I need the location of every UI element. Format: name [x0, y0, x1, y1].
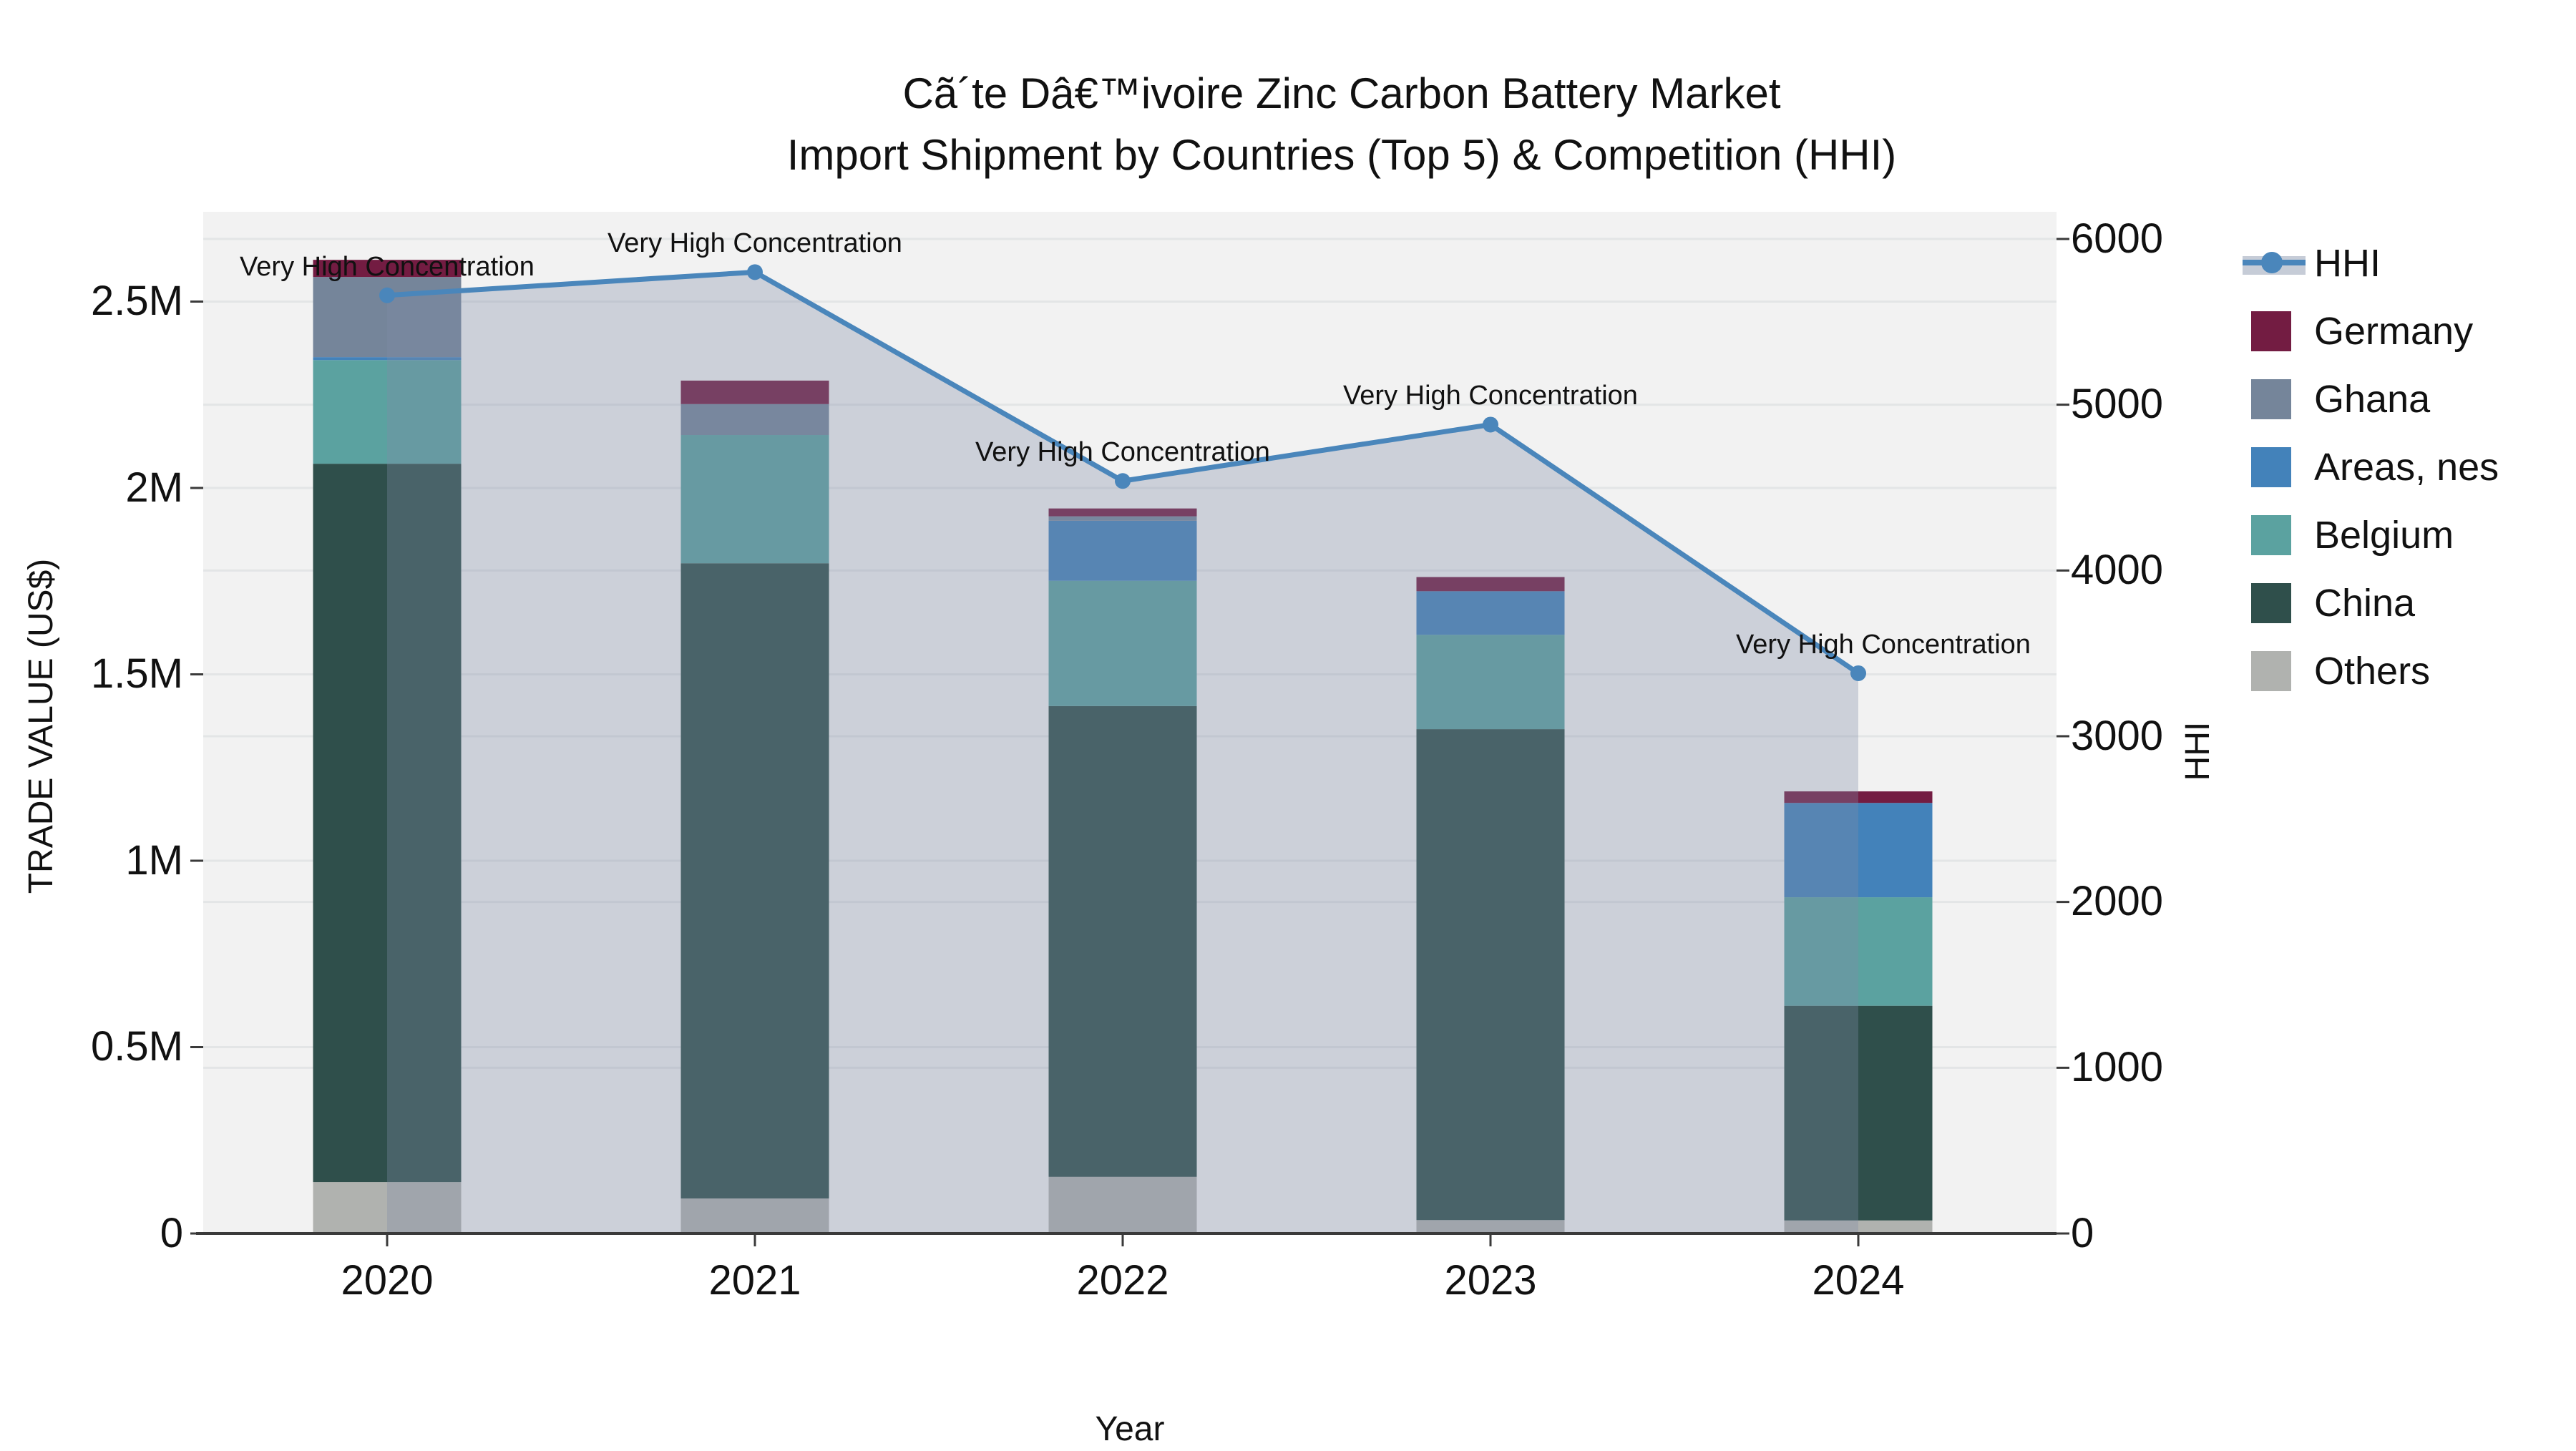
x-axis-tick: 2023: [1444, 1257, 1537, 1304]
legend-item-hhi: HHI: [2243, 229, 2499, 297]
right-axis-tick: 6000: [2071, 215, 2164, 262]
left-axis-title: TRADE VALUE (US$): [22, 558, 60, 894]
areas-nes-swatch-icon: [2251, 446, 2291, 487]
legend-item-belgium: Belgium: [2248, 501, 2499, 569]
hhi-marker-dot: [2261, 251, 2283, 273]
legend-label: China: [2314, 581, 2416, 625]
x-axis-title: Year: [1095, 1410, 1165, 1448]
x-axis-tick: 2020: [341, 1257, 434, 1304]
legend-label: Areas, nes: [2314, 445, 2499, 489]
x-axis-tick: 2022: [1076, 1257, 1169, 1304]
annotation-2022: Very High Concentration: [975, 437, 1270, 468]
x-axis-tick: 2024: [1812, 1257, 1905, 1304]
legend-label: HHI: [2314, 241, 2381, 285]
annotation-2020: Very High Concentration: [240, 251, 535, 282]
legend-item-others: Others: [2248, 637, 2499, 705]
left-axis-tick: 2M: [125, 464, 183, 511]
left-axis-tick: 2.5M: [91, 278, 183, 324]
right-axis-tick: 2000: [2071, 878, 2164, 924]
legend-item-china: China: [2248, 569, 2499, 637]
x-axis-tick: 2021: [708, 1257, 801, 1304]
chart-title-line2: Import Shipment by Countries (Top 5) & C…: [786, 131, 1897, 179]
annotation-2021: Very High Concentration: [608, 228, 902, 259]
others-swatch-icon: [2251, 650, 2291, 691]
annotation-2023: Very High Concentration: [1343, 381, 1638, 411]
germany-swatch-icon: [2251, 311, 2291, 351]
left-axis-tick: 1.5M: [91, 650, 183, 697]
legend-item-areas-nes: Areas, nes: [2248, 433, 2499, 501]
right-axis-tick: 1000: [2071, 1044, 2164, 1090]
legend-label: Germany: [2314, 309, 2474, 353]
legend-label: Others: [2314, 649, 2431, 693]
legend-label: Belgium: [2314, 513, 2454, 557]
hhi-line-icon: [2243, 240, 2306, 286]
right-axis-tick: 4000: [2071, 547, 2164, 593]
legend-item-germany: Germany: [2248, 297, 2499, 365]
left-axis-tick: 1M: [125, 837, 183, 884]
right-axis-tick: 0: [2071, 1210, 2094, 1256]
china-swatch-icon: [2251, 582, 2291, 623]
legend: HHI Germany Ghana Areas, nes Belgium Chi…: [2243, 229, 2499, 705]
right-axis-tick: 5000: [2071, 381, 2164, 427]
chart-title: Cã´te Dâ€™ivoire Zinc Carbon Battery Mar…: [107, 63, 2576, 186]
right-axis-tick: 3000: [2071, 713, 2164, 759]
ghana-swatch-icon: [2251, 378, 2291, 419]
chart-title-line1: Cã´te Dâ€™ivoire Zinc Carbon Battery Mar…: [902, 69, 1781, 117]
left-axis-tick: 0.5M: [91, 1023, 183, 1070]
legend-label: Ghana: [2314, 377, 2431, 421]
annotation-2024: Very High Concentration: [1736, 629, 2031, 660]
right-axis-title: HHI: [2179, 721, 2217, 781]
left-axis-tick: 0: [160, 1210, 183, 1256]
legend-item-ghana: Ghana: [2248, 365, 2499, 433]
belgium-swatch-icon: [2251, 514, 2291, 555]
